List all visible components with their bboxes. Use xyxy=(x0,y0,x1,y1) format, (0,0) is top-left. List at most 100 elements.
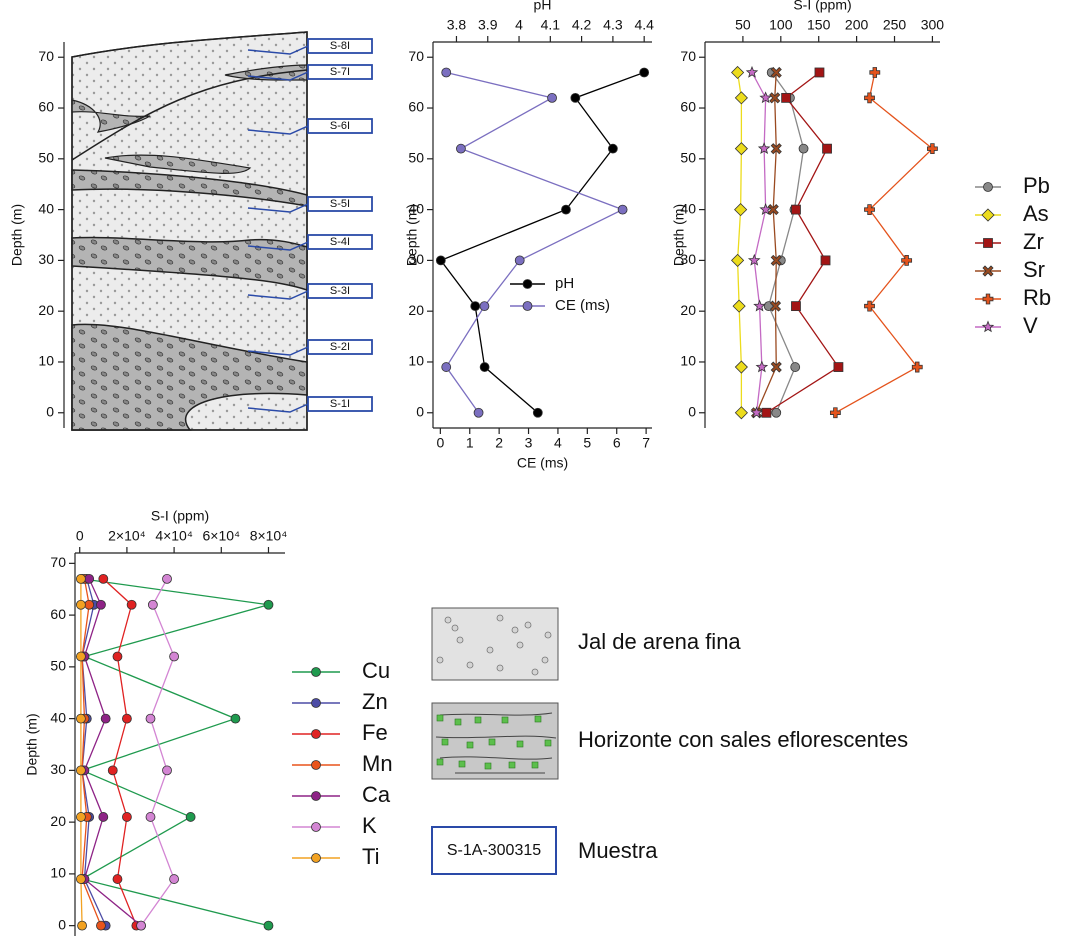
legend-sample-text: S-1A-300315 xyxy=(447,842,541,859)
swatch-dot xyxy=(496,664,504,672)
legend-marker xyxy=(983,182,993,192)
swatch-square xyxy=(436,714,444,722)
legend-label: Mn xyxy=(362,751,393,776)
series-line xyxy=(755,72,777,414)
series-line xyxy=(835,72,934,414)
marker xyxy=(441,362,452,372)
legend-marker xyxy=(311,760,321,770)
marker xyxy=(769,92,781,104)
marker xyxy=(617,204,628,215)
sample-label: S-2I xyxy=(330,341,350,353)
y-tick-label: 60 xyxy=(408,99,424,115)
swatch-dot xyxy=(496,614,504,622)
marker xyxy=(98,812,109,822)
marker xyxy=(75,573,86,584)
marker xyxy=(814,67,825,78)
legend-label: Zr xyxy=(1023,229,1044,254)
swatch-square xyxy=(544,739,552,747)
swatch-square xyxy=(508,761,516,769)
marker xyxy=(185,812,196,822)
y-tick-label: 30 xyxy=(50,761,66,777)
legend-label: V xyxy=(1023,313,1038,338)
x-tick-label: 4.2 xyxy=(572,17,592,33)
series-line xyxy=(766,71,840,414)
marker xyxy=(96,920,106,931)
swatch-square xyxy=(501,716,509,724)
marker xyxy=(77,920,87,931)
legend-marker xyxy=(983,238,993,248)
series-line xyxy=(81,578,107,926)
legend-marker xyxy=(982,293,994,305)
y-tick-label: 70 xyxy=(38,48,54,64)
x-tick-label: 7 xyxy=(642,435,650,451)
marker xyxy=(456,143,466,154)
swatch-square xyxy=(458,760,466,768)
y-tick-label: 20 xyxy=(680,302,696,318)
y-axis-label: Depth (m) xyxy=(404,204,420,266)
marker xyxy=(757,142,771,154)
sample-pointer xyxy=(247,290,309,300)
y-tick-label: 70 xyxy=(408,48,424,64)
x-tick-label: 8×10⁴ xyxy=(250,528,288,544)
marker xyxy=(790,362,801,372)
marker xyxy=(864,92,875,104)
y-tick-label: 40 xyxy=(680,200,696,216)
series-line xyxy=(102,578,137,926)
marker xyxy=(98,573,109,584)
y-tick-label: 50 xyxy=(50,658,66,674)
marker xyxy=(107,765,118,776)
marker xyxy=(833,362,844,372)
swatch-dot xyxy=(541,656,549,664)
marker xyxy=(761,407,772,418)
marker xyxy=(162,573,172,584)
swatch-dot xyxy=(444,616,452,624)
swatch-line xyxy=(439,756,553,760)
sample-pointer xyxy=(247,71,309,81)
y-tick-label: 30 xyxy=(38,251,54,267)
legend-label: Muestra xyxy=(578,838,658,863)
y-tick-label: 70 xyxy=(50,554,66,570)
marker xyxy=(822,143,832,154)
swatch-square xyxy=(466,741,474,749)
legend-label: Horizonte con sales eflorescentes xyxy=(578,727,908,752)
swatch-line xyxy=(435,735,557,739)
swatch-dot xyxy=(524,621,532,629)
x-tick-label: 200 xyxy=(845,17,869,33)
marker xyxy=(75,651,86,662)
marker xyxy=(169,874,180,884)
marker xyxy=(770,143,782,155)
swatch-dot xyxy=(544,631,552,639)
marker xyxy=(100,713,111,724)
x-axis-label: S-I (ppm) xyxy=(793,0,851,13)
marker xyxy=(75,713,86,724)
y-tick-label: 50 xyxy=(38,150,54,166)
sample-label: S-4I xyxy=(330,236,350,248)
marker xyxy=(731,253,745,267)
sample-pointer xyxy=(247,403,309,413)
marker xyxy=(734,142,748,156)
y-tick-label: 50 xyxy=(408,150,424,166)
y-tick-label: 20 xyxy=(50,813,66,829)
y-tick-label: 10 xyxy=(38,353,54,369)
swatch-square xyxy=(436,758,444,766)
x-axis-label: S-I (ppm) xyxy=(151,508,209,524)
marker xyxy=(532,407,543,418)
marker xyxy=(639,67,650,78)
sample-box xyxy=(307,196,373,212)
series-line xyxy=(439,71,645,414)
y-tick-label: 0 xyxy=(416,403,424,419)
marker xyxy=(473,407,484,418)
legend-sample-box xyxy=(431,826,557,875)
sample-box xyxy=(307,64,373,80)
marker xyxy=(747,253,761,266)
marker xyxy=(734,406,748,420)
y-tick-label: 50 xyxy=(680,150,696,166)
marker xyxy=(162,765,172,776)
legend-label: Fe xyxy=(362,720,388,745)
swatch-line xyxy=(439,712,553,716)
marker xyxy=(791,301,801,312)
legend-marker xyxy=(981,320,995,333)
marker xyxy=(791,204,801,215)
marker xyxy=(126,599,137,610)
marker xyxy=(770,254,782,266)
